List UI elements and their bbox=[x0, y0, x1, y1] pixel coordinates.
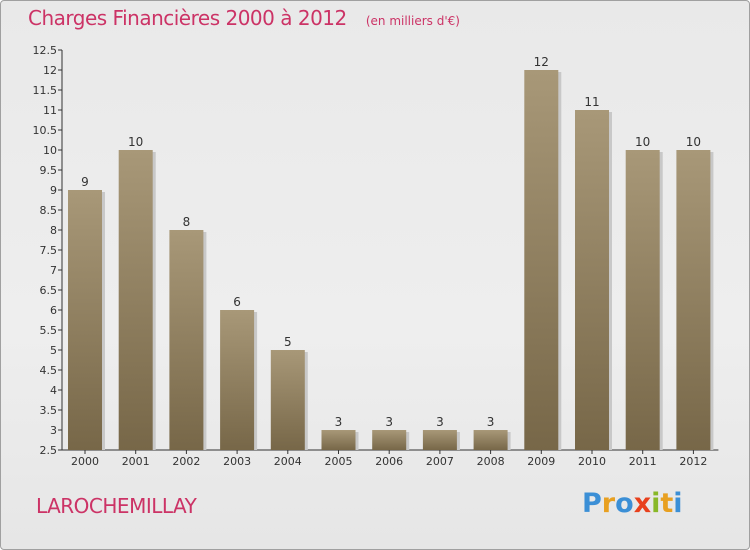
logo-letter: i bbox=[651, 488, 661, 519]
bar-2005 bbox=[321, 430, 356, 450]
y-tick-label: 4.5 bbox=[40, 364, 58, 377]
data-labels: 9 10 8 6 5 3 3 3 3 12 11 10 10 bbox=[81, 55, 701, 429]
y-tick-label: 9 bbox=[50, 184, 57, 197]
logo-letter: r bbox=[601, 488, 616, 519]
bar-2004 bbox=[270, 350, 305, 450]
data-label: 6 bbox=[233, 295, 241, 309]
data-label: 3 bbox=[436, 415, 444, 429]
logo-letter: o bbox=[615, 488, 634, 519]
data-label: 3 bbox=[385, 415, 393, 429]
x-tick-label: 2001 bbox=[122, 455, 150, 468]
y-tick-label: 11.5 bbox=[33, 84, 58, 97]
y-tick-label: 11 bbox=[43, 104, 57, 117]
x-tick-label: 2000 bbox=[71, 455, 99, 468]
chart-title: Charges Financières 2000 à 2012 bbox=[28, 6, 347, 30]
data-label: 10 bbox=[128, 135, 143, 149]
x-tick-label: 2009 bbox=[527, 455, 555, 468]
y-tick-label: 2.5 bbox=[40, 444, 58, 457]
data-label: 10 bbox=[635, 135, 650, 149]
x-tick-label: 2007 bbox=[426, 455, 454, 468]
y-tick-label: 12.5 bbox=[33, 44, 58, 57]
y-tick-label: 6.5 bbox=[40, 284, 58, 297]
y-tick-label: 10 bbox=[43, 144, 57, 157]
chart-title-row: Charges Financières 2000 à 2012 (en mill… bbox=[28, 6, 460, 30]
logo-letter: P bbox=[582, 488, 602, 519]
y-tick-label: 5.5 bbox=[40, 324, 58, 337]
bar-2011 bbox=[625, 150, 660, 450]
data-label: 11 bbox=[584, 95, 599, 109]
logo-letter: x bbox=[633, 488, 652, 519]
logo-letter: t bbox=[660, 488, 674, 519]
data-label: 3 bbox=[487, 415, 495, 429]
y-tick-label: 10.5 bbox=[33, 124, 58, 137]
place-name: LAROCHEMILLAY bbox=[36, 494, 197, 518]
x-tick-label: 2002 bbox=[172, 455, 200, 468]
y-tick-label: 12 bbox=[43, 64, 57, 77]
y-tick-label: 3 bbox=[50, 424, 57, 437]
bar-2003 bbox=[220, 310, 255, 450]
bar-2007 bbox=[422, 430, 457, 450]
y-tick-label: 8 bbox=[50, 224, 57, 237]
y-tick-label: 9.5 bbox=[40, 164, 58, 177]
chart-subtitle: (en milliers d'€) bbox=[365, 14, 460, 28]
y-tick-label: 3.5 bbox=[40, 404, 58, 417]
bar-2006 bbox=[372, 430, 407, 450]
bar-2002 bbox=[169, 230, 204, 450]
data-label: 10 bbox=[686, 135, 701, 149]
data-label: 5 bbox=[284, 335, 292, 349]
proxiti-logo: Proxiti bbox=[582, 488, 683, 519]
bar-2012 bbox=[676, 150, 711, 450]
bar-2001 bbox=[118, 150, 153, 450]
data-label: 12 bbox=[534, 55, 549, 69]
bar-2010 bbox=[575, 110, 609, 450]
x-tick-label: 2010 bbox=[578, 455, 606, 468]
x-tick-label: 2006 bbox=[375, 455, 403, 468]
logo-letter: i bbox=[673, 488, 683, 519]
bar-2000 bbox=[68, 190, 102, 450]
y-tick-label: 5 bbox=[50, 344, 57, 357]
x-tick-label: 2012 bbox=[679, 455, 707, 468]
x-tick-label: 2005 bbox=[325, 455, 353, 468]
x-tick-label: 2008 bbox=[477, 455, 505, 468]
data-label: 3 bbox=[335, 415, 343, 429]
x-tick-label: 2004 bbox=[274, 455, 302, 468]
x-tick-label: 2011 bbox=[629, 455, 657, 468]
data-label: 8 bbox=[183, 215, 191, 229]
bar-2008 bbox=[473, 430, 508, 450]
x-tick-label: 2003 bbox=[223, 455, 251, 468]
y-tick-label: 7.5 bbox=[40, 244, 58, 257]
y-tick-label: 7 bbox=[50, 264, 57, 277]
y-tick-label: 8.5 bbox=[40, 204, 58, 217]
data-label: 9 bbox=[81, 175, 89, 189]
bars bbox=[68, 70, 714, 450]
y-tick-label: 4 bbox=[50, 384, 57, 397]
y-tick-label: 6 bbox=[50, 304, 57, 317]
bar-2009 bbox=[524, 70, 559, 450]
